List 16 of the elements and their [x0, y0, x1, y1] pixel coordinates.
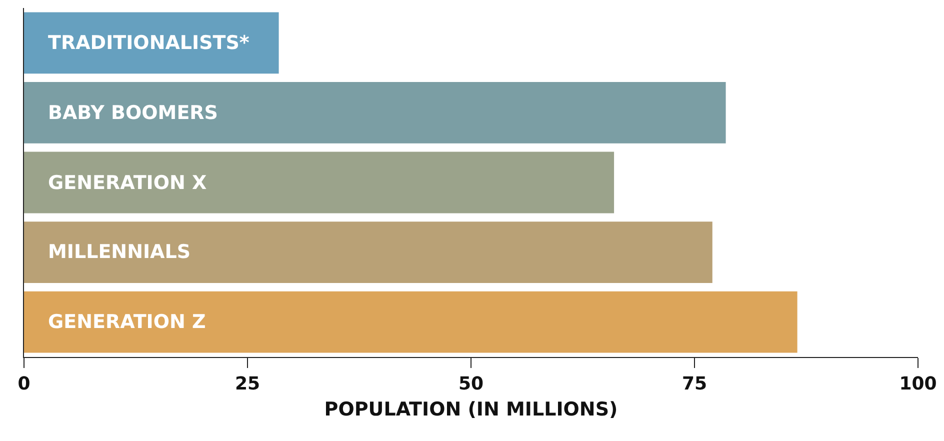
- bar: [24, 12, 279, 74]
- x-tick-label: 75: [682, 374, 708, 395]
- y-tick-label: BABY BOOMERS: [48, 102, 218, 124]
- x-tick-label: 100: [899, 374, 937, 395]
- y-tick-label: TRADITIONALISTS*: [48, 32, 250, 54]
- bar: [24, 291, 798, 353]
- x-tick-label: 0: [18, 374, 30, 395]
- bar: [24, 222, 712, 284]
- x-axis-title: POPULATION (IN MILLIONS): [324, 398, 618, 420]
- x-tick-label: 50: [458, 374, 484, 395]
- bar: [24, 152, 614, 214]
- y-tick-label: MILLENNIALS: [48, 241, 191, 263]
- x-tick-label: 25: [234, 374, 260, 395]
- bar: [24, 82, 726, 144]
- y-tick-label: GENERATION X: [48, 172, 208, 194]
- y-tick-label: GENERATION Z: [48, 311, 206, 333]
